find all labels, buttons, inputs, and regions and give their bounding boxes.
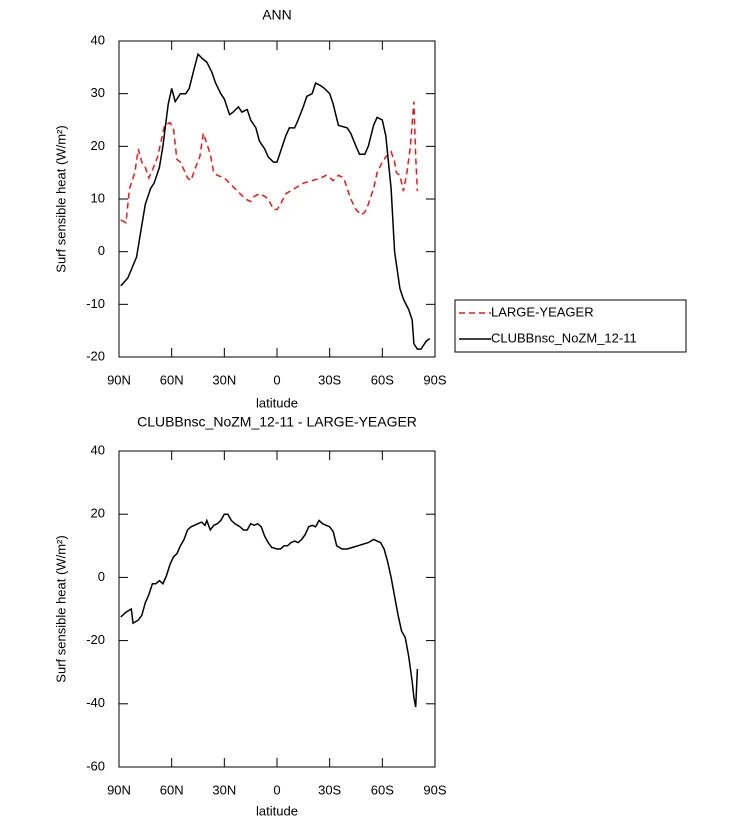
x-tick-label: 30N (212, 372, 236, 387)
x-tick-label: 60N (160, 372, 184, 387)
x-tick-label: 90N (107, 372, 131, 387)
y-axis-label: Surf sensible heat (W/m²) (53, 535, 68, 682)
x-tick-label: 30N (212, 782, 236, 797)
x-tick-label: 60S (371, 782, 394, 797)
x-tick-label: 90S (423, 782, 446, 797)
y-tick-label: -40 (86, 695, 105, 710)
y-tick-label: -20 (86, 348, 105, 363)
legend-label: LARGE-YEAGER (491, 304, 594, 319)
y-tick-label: 40 (91, 32, 105, 47)
y-tick-label: 20 (91, 506, 105, 521)
legend-box (454, 299, 687, 353)
x-tick-label: 60N (160, 782, 184, 797)
plot-frame (118, 450, 436, 768)
x-tick-label: 90S (423, 372, 446, 387)
x-tick-label: 30S (318, 372, 341, 387)
data-line (120, 52, 431, 350)
chart-title: ANN (262, 7, 292, 23)
plot-frame (118, 40, 436, 358)
x-tick-label: 60S (371, 372, 394, 387)
x-tick-label: 0 (273, 782, 280, 797)
y-tick-label: -60 (86, 758, 105, 773)
legend-label: CLUBBnsc_NoZM_12-11 (491, 330, 637, 345)
x-axis-label: latitude (256, 395, 298, 410)
y-tick-label: 0 (98, 243, 105, 258)
y-axis-label: Surf sensible heat (W/m²) (53, 125, 68, 272)
y-tick-label: 0 (98, 569, 105, 584)
data-line (120, 513, 419, 708)
x-axis-label: latitude (256, 803, 298, 818)
data-line (120, 101, 419, 224)
y-tick-label: 20 (91, 138, 105, 153)
y-tick-label: -10 (86, 296, 105, 311)
x-tick-label: 30S (318, 782, 341, 797)
x-tick-label: 0 (273, 372, 280, 387)
y-tick-label: -20 (86, 632, 105, 647)
y-tick-label: 40 (91, 442, 105, 457)
y-tick-label: 10 (91, 190, 105, 205)
y-tick-label: 30 (91, 85, 105, 100)
chart-title: CLUBBnsc_NoZM_12-11 - LARGE-YEAGER (137, 414, 417, 430)
x-tick-label: 90N (107, 782, 131, 797)
